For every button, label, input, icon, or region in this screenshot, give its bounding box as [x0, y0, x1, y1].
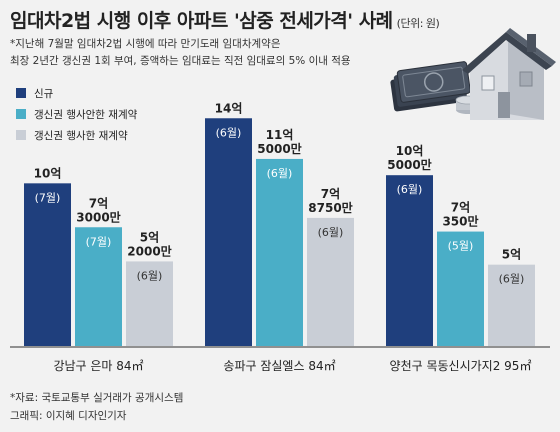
value-label-renew-without-right-3: 350만	[442, 214, 478, 229]
bar-renew-without-right-2	[256, 158, 303, 346]
unit-label: (단위: 원)	[396, 17, 440, 30]
value-label-new-2: 14억	[215, 101, 243, 115]
value-label-renew-with-right-2: 7억	[321, 187, 340, 201]
legend-label-renew-with-right: 갱신권 행사한 재계약	[34, 129, 128, 142]
month-label-renew-without-right-2: (6월)	[267, 167, 293, 180]
value-label-renew-without-right-1: 7억	[89, 196, 108, 210]
bar-new-1	[24, 183, 71, 346]
credit-note: 그래픽: 이지혜 디자인기자	[10, 410, 127, 422]
value-label-renew-with-right-1: 2000만	[127, 243, 171, 258]
value-label-renew-with-right-1: 5억	[140, 230, 159, 244]
month-label-renew-with-right-1: (6월)	[137, 269, 163, 282]
value-label-new-1: 10억	[34, 166, 62, 180]
value-label-renew-with-right-3: 5억	[502, 248, 521, 262]
month-label-new-3: (6월)	[397, 183, 423, 196]
bar-new-2	[205, 118, 252, 347]
month-label-renew-without-right-1: (7월)	[86, 235, 112, 248]
bar-new-3	[386, 175, 433, 346]
legend-item-new: 신규	[16, 84, 137, 102]
bar-renew-with-right-2	[307, 217, 354, 346]
house-with-money-icon	[390, 28, 556, 120]
value-label-new-3: 10억	[396, 144, 424, 158]
month-label-new-1: (7월)	[35, 191, 61, 204]
legend-swatch-renew-with-right	[16, 130, 26, 140]
month-label-renew-with-right-2: (6월)	[318, 226, 344, 239]
legend-item-renew-with-right: 갱신권 행사한 재계약	[16, 126, 137, 144]
legend: 신규 갱신권 행사안한 재계약 갱신권 행사한 재계약	[16, 84, 137, 147]
chart-title-text: 임대차2법 시행 이후 아파트 '삼중 전세가격' 사례	[10, 10, 393, 32]
footnote-line-1: *지난해 7월말 임대차2법 시행에 따라 만기도래 임대차계약은	[10, 38, 281, 50]
bar-renew-with-right-1	[126, 261, 173, 346]
legend-item-renew-without-right: 갱신권 행사안한 재계약	[16, 105, 137, 123]
value-label-renew-without-right-2: 5000만	[257, 141, 301, 156]
value-label-new-3: 5000만	[387, 157, 431, 172]
chart-title: 임대차2법 시행 이후 아파트 '삼중 전세가격' 사례 (단위: 원)	[10, 6, 440, 33]
value-label-renew-without-right-1: 3000만	[76, 209, 120, 224]
legend-label-new: 신규	[34, 87, 54, 100]
month-label-new-2: (6월)	[216, 126, 242, 139]
value-label-renew-with-right-2: 8750만	[308, 200, 352, 215]
month-label-renew-without-right-3: (5월)	[448, 240, 474, 253]
source-note: *자료: 국토교통부 실거래가 공개시스템	[10, 392, 184, 404]
bar-renew-with-right-3	[488, 264, 535, 346]
month-label-renew-with-right-3: (6월)	[499, 273, 525, 286]
category-label-2: 송파구 잠실엘스 84㎡	[223, 359, 335, 373]
legend-swatch-new	[16, 88, 26, 98]
category-label-3: 양천구 목동신시가지2 95㎡	[390, 358, 532, 373]
value-label-renew-without-right-3: 7억	[451, 201, 470, 215]
value-label-renew-without-right-2: 11억	[266, 128, 294, 142]
category-label-1: 강남구 은마 84㎡	[53, 359, 143, 373]
legend-label-renew-without-right: 갱신권 행사안한 재계약	[34, 108, 138, 121]
bar-renew-without-right-3	[437, 231, 484, 346]
footnote-line-2: 최장 2년간 갱신권 1회 부여, 증액하는 임대료는 직전 임대료의 5% 이…	[10, 55, 351, 67]
legend-swatch-renew-without-right	[16, 109, 26, 119]
bar-renew-without-right-1	[75, 227, 122, 346]
